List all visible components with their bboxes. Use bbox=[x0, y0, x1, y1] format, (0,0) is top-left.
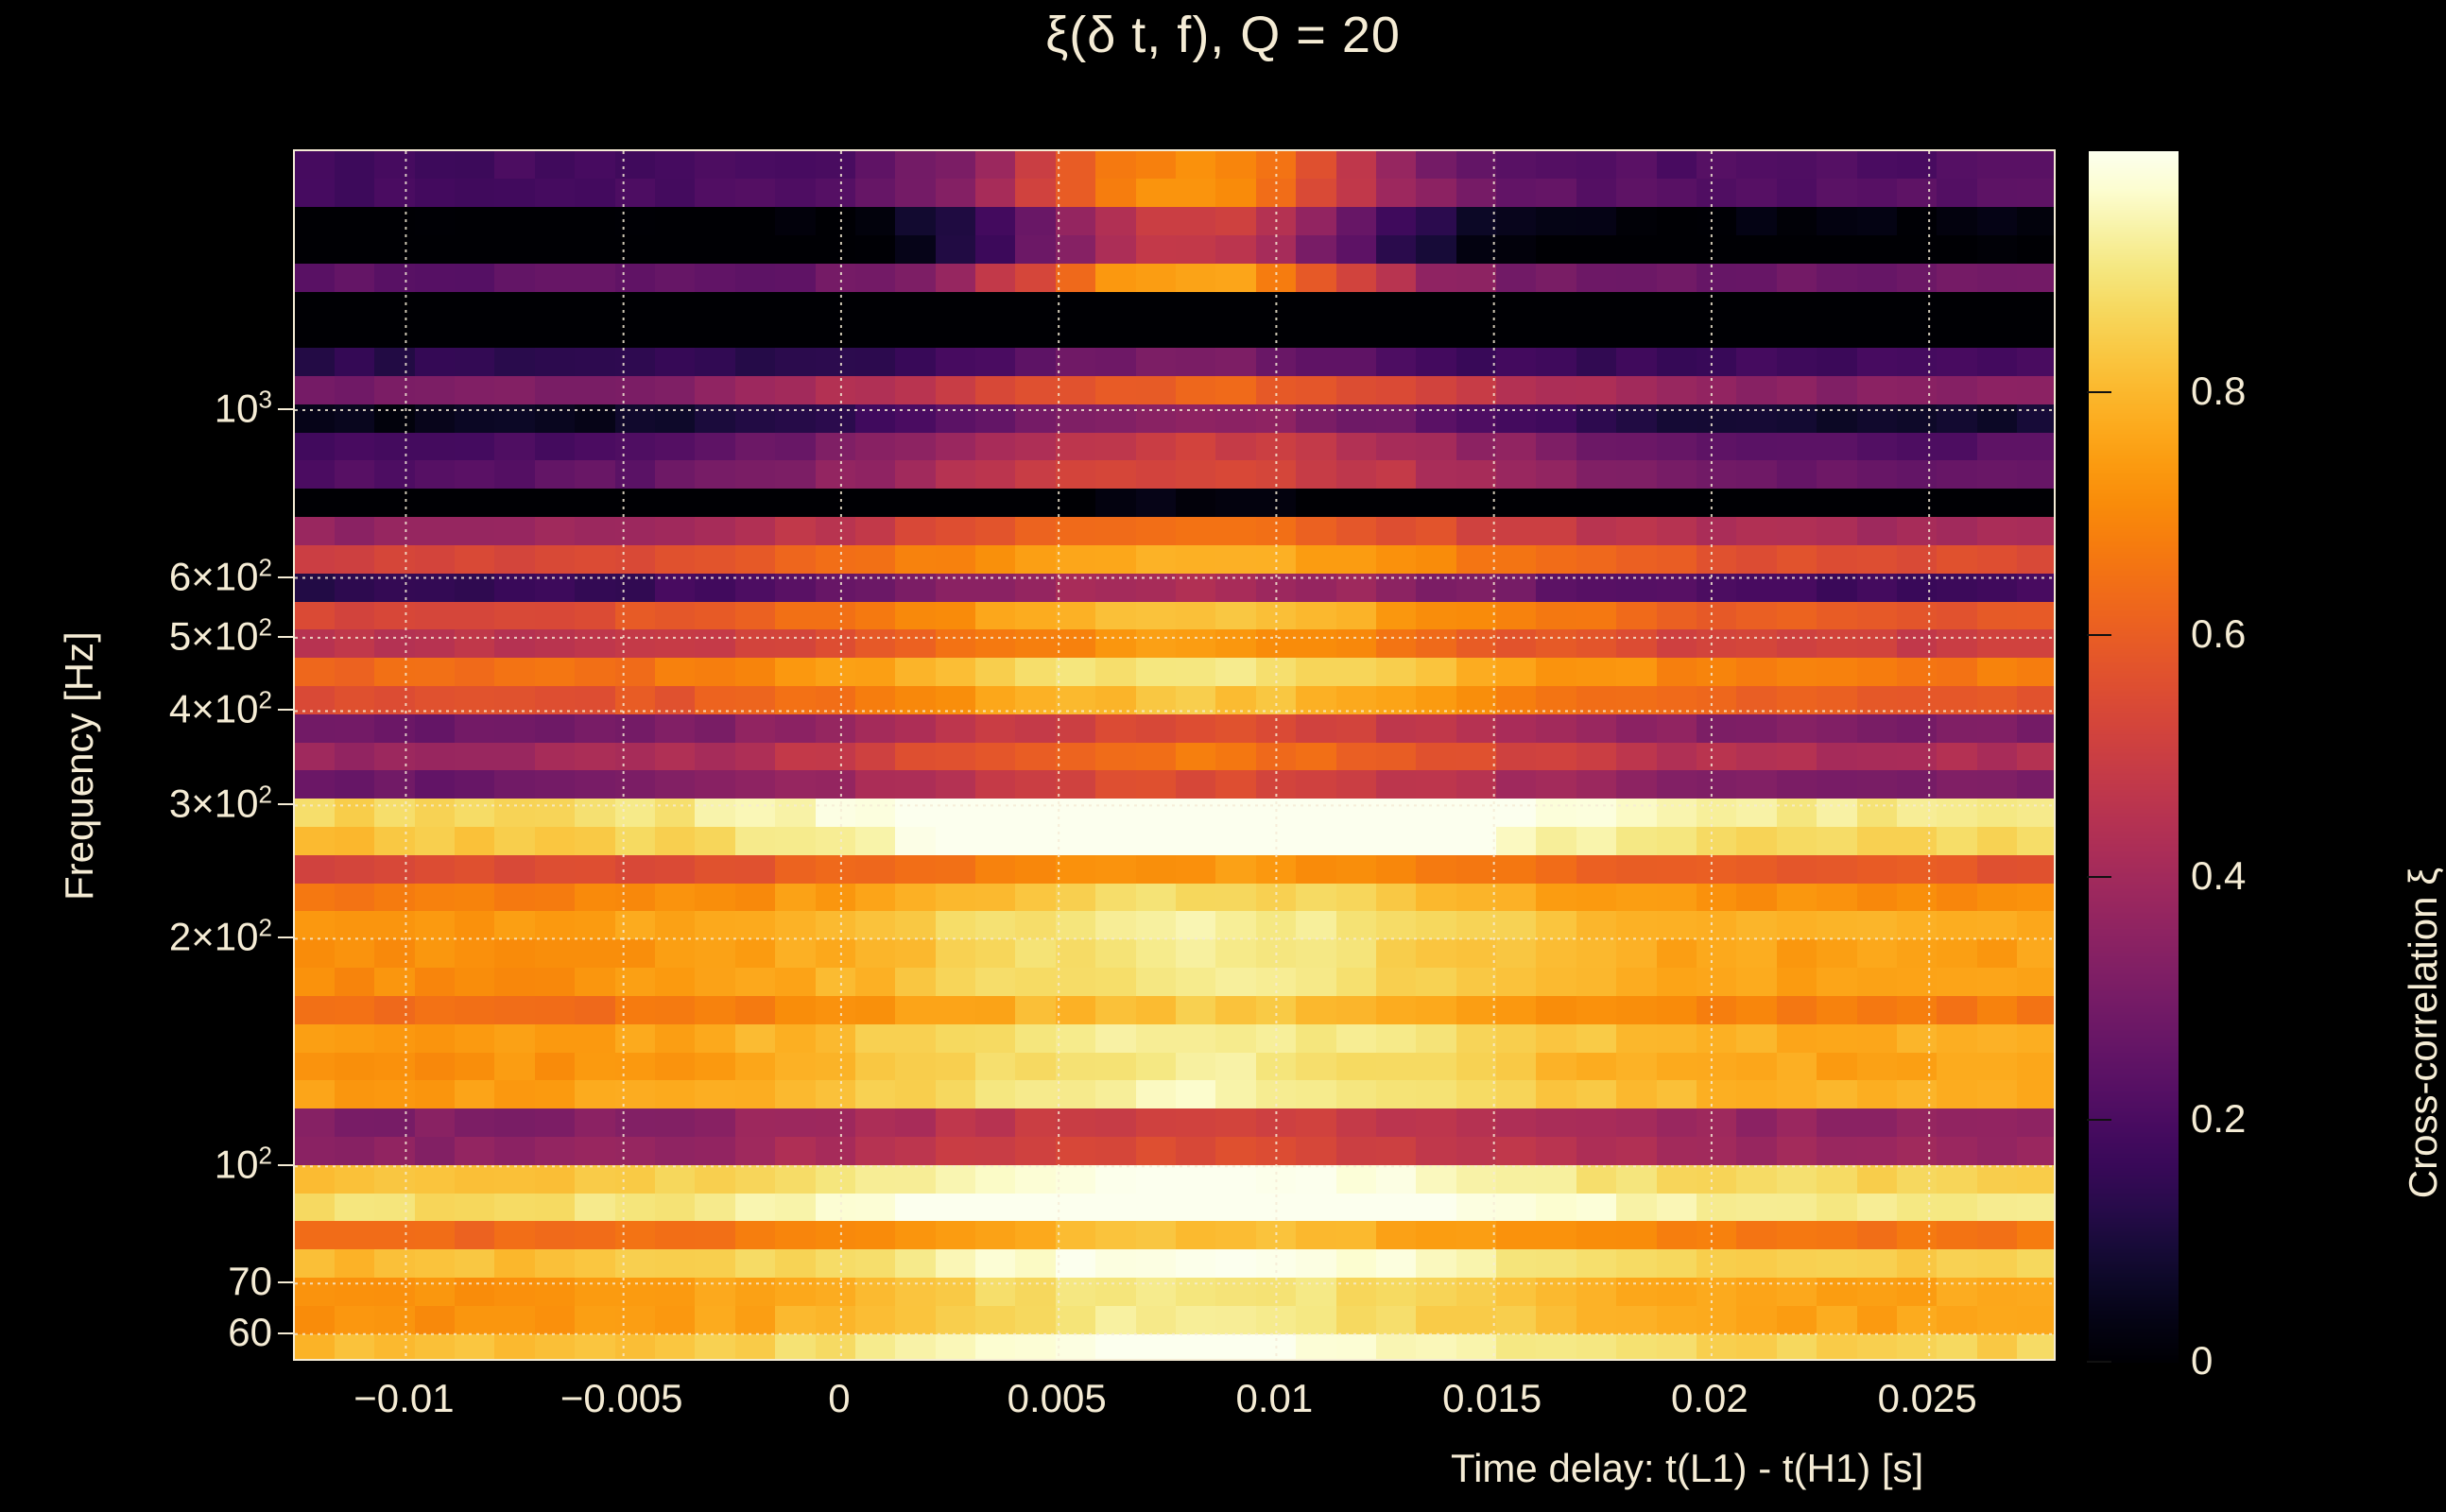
heatmap-plot-area[interactable] bbox=[293, 149, 2056, 1361]
y-tick-mark bbox=[278, 635, 293, 638]
y-tick-label: 4×102 bbox=[168, 685, 272, 731]
y-tick-label: 3×102 bbox=[168, 780, 272, 826]
y-tick-label: 70 bbox=[228, 1259, 272, 1304]
colorbar-title: Cross-correlation ξ bbox=[2401, 868, 2445, 1199]
colorbar-tick-mark bbox=[2087, 876, 2111, 879]
x-tick-label: 0.025 bbox=[1877, 1376, 1977, 1420]
colorbar-tick-label: 0 bbox=[2191, 1338, 2213, 1383]
y-tick-label: 102 bbox=[214, 1141, 272, 1187]
colorbar-tick-label: 0.4 bbox=[2191, 853, 2247, 899]
colorbar-tick-label: 0.2 bbox=[2191, 1095, 2247, 1141]
x-tick-label: 0 bbox=[828, 1376, 851, 1420]
x-tick-label: −0.005 bbox=[560, 1376, 683, 1420]
y-tick-mark bbox=[278, 803, 293, 806]
y-tick-mark bbox=[278, 1281, 293, 1284]
y-tick-mark bbox=[278, 576, 293, 578]
colorbar-gradient bbox=[2089, 151, 2179, 1363]
y-tick-label: 6×102 bbox=[168, 553, 272, 599]
x-axis-title: Time delay: t(L1) - t(H1) [s] bbox=[1451, 1446, 1924, 1490]
x-tick-label: 0.015 bbox=[1442, 1376, 1542, 1420]
heatmap-canvas bbox=[295, 151, 2054, 1359]
x-tick-label: 0.01 bbox=[1235, 1376, 1314, 1420]
colorbar-tick-label: 0.8 bbox=[2191, 369, 2247, 414]
colorbar-tick-label: 0.6 bbox=[2191, 610, 2247, 656]
colorbar[interactable] bbox=[2087, 149, 2179, 1363]
y-tick-label: 2×102 bbox=[168, 913, 272, 959]
x-tick-label: 0.02 bbox=[1671, 1376, 1748, 1420]
colorbar-tick-mark bbox=[2087, 1361, 2111, 1363]
plot-title: ξ(δ t, f), Q = 20 bbox=[1045, 7, 1401, 63]
y-tick-mark bbox=[278, 936, 293, 939]
colorbar-tick-mark bbox=[2087, 1118, 2111, 1121]
y-tick-mark bbox=[278, 408, 293, 410]
colorbar-tick-mark bbox=[2087, 633, 2111, 636]
y-tick-label: 103 bbox=[214, 385, 272, 431]
y-tick-mark bbox=[278, 1164, 293, 1167]
y-tick-label: 5×102 bbox=[168, 612, 272, 659]
y-tick-label: 60 bbox=[228, 1309, 272, 1354]
colorbar-tick-mark bbox=[2087, 391, 2111, 394]
grid-lines bbox=[295, 151, 2054, 1359]
x-tick-label: 0.005 bbox=[1007, 1376, 1107, 1420]
y-axis-title: Frequency [Hz] bbox=[57, 631, 101, 901]
y-tick-mark bbox=[278, 709, 293, 712]
x-tick-label: −0.01 bbox=[353, 1376, 455, 1420]
y-tick-mark bbox=[278, 1332, 293, 1334]
